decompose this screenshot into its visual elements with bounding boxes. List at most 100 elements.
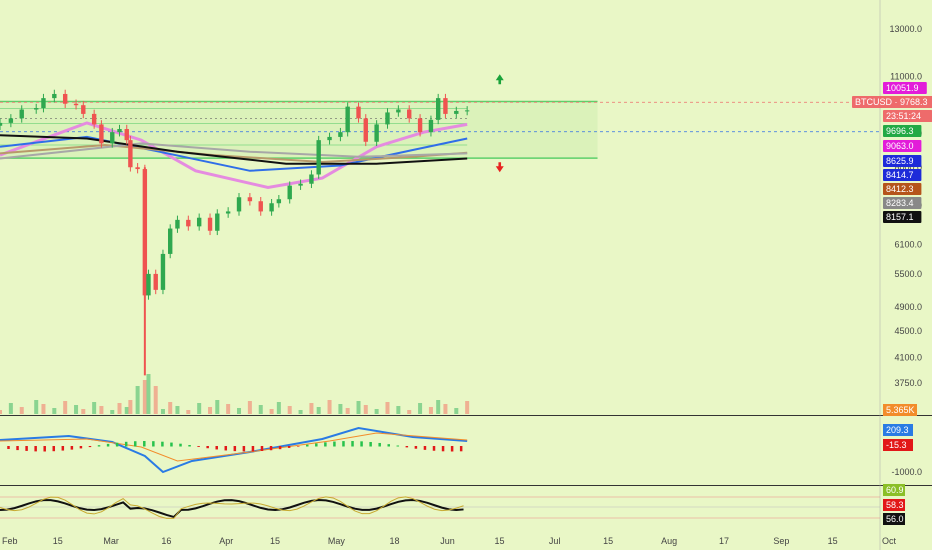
price-tag-bg: [883, 125, 922, 137]
candle-body: [443, 98, 448, 114]
volume-bar: [226, 404, 231, 414]
rsi-tag-label: 60.9: [886, 485, 904, 495]
candle-body: [287, 185, 292, 200]
macd-histogram-bar: [342, 441, 345, 447]
price-tag: 23:51:24: [883, 110, 932, 122]
price-tag-label: 8283.4: [886, 198, 914, 208]
candle-body: [236, 197, 242, 212]
volume-bar: [117, 403, 122, 414]
candle: [81, 100, 86, 119]
volume-bar: [327, 400, 332, 414]
macd-histogram-bar: [260, 446, 264, 452]
macd-histogram-bar: [315, 443, 318, 447]
candle-body: [135, 167, 140, 170]
price-tag-bg: [883, 211, 922, 223]
volume-bar: [454, 408, 459, 414]
rsi-tag-label: 56.0: [886, 514, 904, 524]
x-axis-tick: Sep: [773, 536, 789, 546]
volume-bar: [309, 403, 314, 414]
volume-bar: [110, 410, 115, 414]
candle: [276, 194, 282, 208]
volume-bar: [128, 400, 133, 414]
price-tag-bg: [883, 169, 922, 181]
x-axis-tick: Apr: [219, 536, 233, 546]
macd-tag-label: 209.3: [886, 425, 909, 435]
macd-histogram-bar: [242, 446, 246, 452]
price-tag: 8625.9: [883, 155, 922, 167]
candle-body: [196, 217, 202, 227]
candle: [186, 215, 191, 231]
volume-bar: [124, 407, 129, 414]
macd-histogram-bar: [179, 443, 182, 447]
candle-body: [146, 273, 151, 296]
price-tag-label: 8625.9: [886, 156, 914, 166]
x-axis-tick: Jun: [440, 536, 455, 546]
y-axis-tick: 3750.0: [894, 378, 922, 388]
candle: [168, 224, 173, 259]
candle-body: [91, 113, 97, 125]
candle: [73, 99, 79, 110]
candle: [110, 127, 115, 148]
moving-average-line: [0, 134, 468, 165]
price-tag-bg: [883, 183, 922, 195]
price-tag-bg: [852, 96, 932, 108]
macd-histogram-bar: [25, 446, 28, 451]
volume-bar: [316, 407, 321, 414]
price-tag-label: 23:51:24: [886, 111, 921, 121]
volume-bar: [186, 410, 191, 414]
candle-body: [454, 110, 459, 114]
volume-bar: [92, 402, 97, 414]
macd-histogram-bar: [7, 446, 10, 450]
macd-histogram-bar: [441, 446, 445, 452]
x-axis-tick: Jul: [549, 536, 561, 546]
candle-body: [99, 124, 104, 144]
candle-body: [374, 124, 379, 142]
candle: [298, 179, 303, 190]
volume-bar: [465, 401, 470, 414]
candle-body: [0, 122, 3, 126]
price-tag-bg: [883, 197, 922, 209]
candle-body: [62, 93, 68, 104]
macd-histogram-bar: [405, 446, 409, 448]
candle: [62, 89, 68, 109]
volume-bar: [168, 402, 173, 414]
candle-body: [207, 217, 213, 231]
candle: [117, 124, 122, 137]
candle: [396, 105, 401, 117]
macd-histogram-bar: [296, 446, 300, 447]
candle-body: [428, 119, 434, 133]
candle: [309, 170, 314, 189]
macd-tag-bg: [883, 424, 913, 436]
macd-histogram-bar: [378, 442, 381, 447]
volume-bar: [74, 405, 79, 414]
rsi-tag: 60.9: [883, 484, 905, 496]
candle: [99, 120, 104, 148]
volume-tag-label: 5.365K: [886, 405, 915, 415]
volume-bar: [374, 409, 379, 414]
volume-bar: [247, 401, 252, 414]
macd-histogram-bar: [115, 442, 119, 447]
candle: [428, 115, 434, 137]
price-tag: 8414.7: [883, 169, 922, 181]
volume-bar: [215, 400, 220, 414]
volume-bar: [363, 405, 368, 414]
x-axis-tick: Mar: [103, 536, 119, 546]
candle-body: [215, 213, 220, 231]
macd-signal-line: [0, 432, 468, 462]
macd-histogram-bar: [269, 446, 273, 451]
volume-bar: [418, 403, 423, 414]
volume-bar: [385, 402, 390, 414]
macd-histogram-bar: [351, 441, 354, 447]
price-tag-bg: [883, 140, 922, 152]
candle: [407, 105, 412, 123]
macd-histogram-bar: [333, 441, 336, 447]
candle-body: [225, 211, 231, 214]
candle: [258, 196, 263, 216]
candle: [215, 209, 220, 236]
rsi-tag: 58.3: [883, 499, 905, 511]
volume-bar: [287, 406, 292, 414]
macd-histogram-bar: [414, 446, 418, 449]
price-tag-label: 9696.3: [886, 126, 914, 136]
